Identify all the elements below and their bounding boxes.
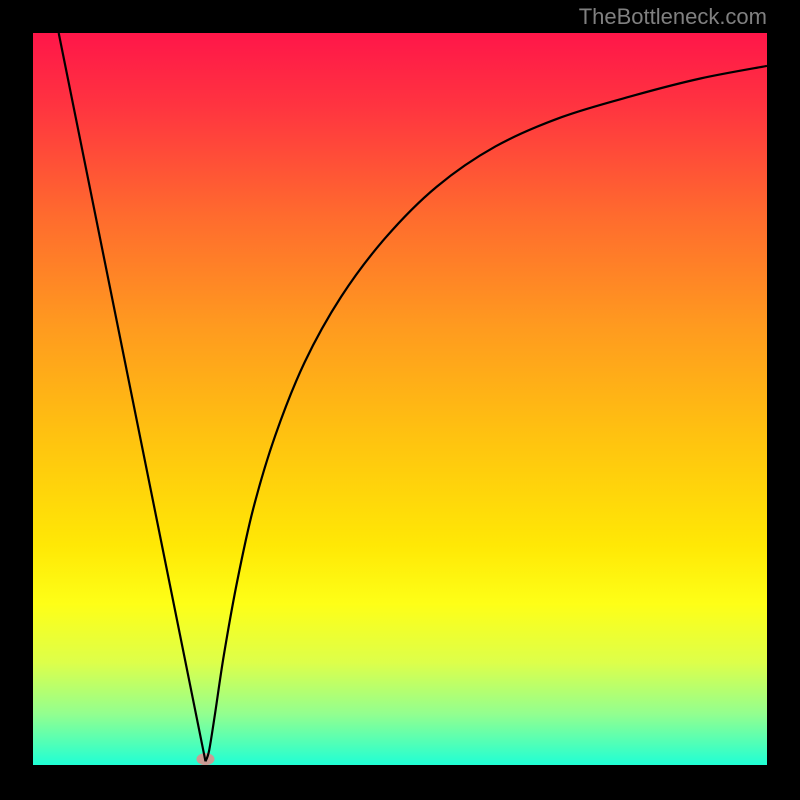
chart-container: TheBottleneck.com [0, 0, 800, 800]
plot-background [33, 33, 767, 765]
watermark-text: TheBottleneck.com [579, 4, 767, 30]
bottleneck-chart [33, 33, 767, 765]
